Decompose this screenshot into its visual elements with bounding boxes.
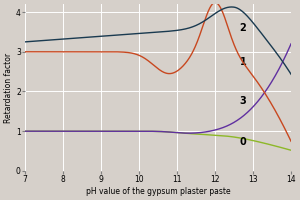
X-axis label: pH value of the gypsum plaster paste: pH value of the gypsum plaster paste [86, 187, 230, 196]
Text: 0: 0 [240, 137, 247, 147]
Text: 3: 3 [240, 96, 247, 106]
Text: 2: 2 [240, 23, 247, 33]
Y-axis label: Retardation factor: Retardation factor [4, 52, 13, 123]
Text: 1: 1 [240, 57, 247, 67]
